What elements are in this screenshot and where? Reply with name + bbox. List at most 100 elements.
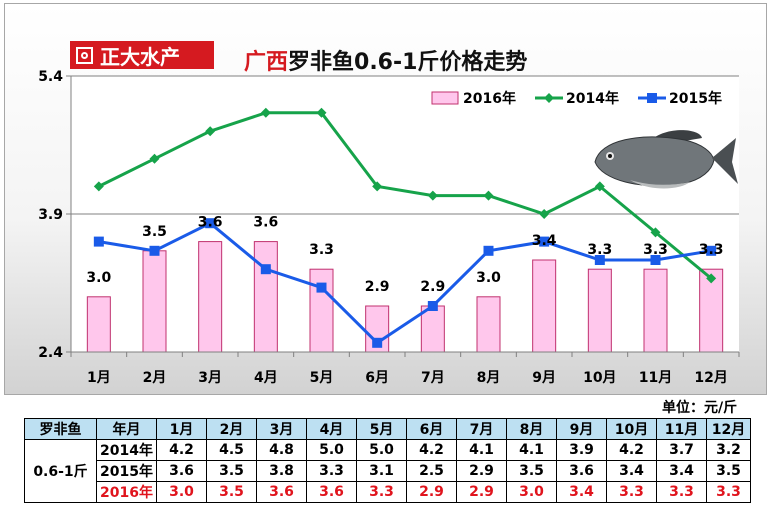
table-cell: 4.1 — [456, 439, 507, 461]
y-tick-label-2: 5.4 — [38, 69, 63, 85]
x-tick-label-10: 11月 — [639, 370, 672, 386]
point-2014-6 — [427, 190, 438, 201]
legend: 2016年 2014年 2015年 — [431, 90, 722, 107]
table-cell: 3.0 — [156, 481, 207, 503]
logo-square-circle-icon — [76, 46, 93, 64]
chart-title: 广西罗非鱼0.6-1斤价格走势 — [244, 44, 527, 76]
plot-area — [71, 75, 739, 353]
table-cell: 3.3 — [656, 481, 707, 503]
table-header-month-6: 7月 — [456, 418, 507, 440]
table-header-month-8: 9月 — [556, 418, 607, 440]
brand-logo: 正大水产 — [70, 41, 214, 69]
point-2015-0 — [93, 236, 104, 247]
y-tick-label-1: 3.9 — [38, 207, 63, 223]
bar-label-2016-10: 3.3 — [643, 242, 668, 258]
table-cell: 3.5 — [506, 460, 557, 482]
bar-label-2016-11: 3.3 — [699, 242, 724, 258]
table-row: 2016年 3.0 3.5 3.6 3.6 3.3 2.9 2.9 3.0 3.4 3.3 3.3 3.… — [25, 481, 751, 503]
bar-2016-3 — [253, 241, 278, 353]
legend-marker-2015 — [647, 93, 657, 103]
x-tick-label-8: 9月 — [532, 370, 556, 386]
x-tick-label-5: 6月 — [365, 370, 389, 386]
table-year-0: 2014年 — [96, 439, 157, 461]
chart-panel: 3.0 3.5 3.6 3.6 3.3 2.9 2.9 3.0 3.4 3.3 3.3 3.3 2.4… — [4, 3, 767, 395]
table-cell: 3.2 — [706, 439, 751, 461]
table-year-1: 2015年 — [96, 460, 157, 482]
point-2015-7 — [483, 245, 494, 256]
x-tick-label-3: 4月 — [254, 370, 278, 386]
point-2014-11 — [706, 273, 717, 284]
point-2015-1 — [149, 245, 160, 256]
point-2014-5 — [372, 181, 383, 192]
bar-label-2016-4: 3.3 — [309, 242, 334, 258]
table-header-month-1: 2月 — [206, 418, 257, 440]
point-2015-5 — [372, 337, 383, 348]
bar-label-2016-0: 3.0 — [86, 270, 111, 286]
point-2015-6 — [427, 301, 438, 311]
bar-2016-2 — [198, 241, 223, 353]
fish-pupil — [608, 154, 612, 158]
fish-belly — [630, 180, 690, 189]
table-year-2: 2016年 — [96, 481, 157, 503]
bar-2016-8 — [532, 259, 557, 353]
point-2014-3 — [260, 107, 271, 118]
table-row: 0.6-1斤 2014年 4.2 4.5 4.8 5.0 5.0 4.2 4.1 4.1 3.9 4.… — [24, 439, 751, 503]
table-cell: 3.3 — [356, 481, 407, 503]
bar-label-2016-3: 3.6 — [253, 215, 278, 231]
table-cell: 2.9 — [456, 460, 507, 482]
point-2015-8 — [539, 236, 550, 247]
x-tick-label-4: 5月 — [310, 370, 334, 386]
x-tick-label-0: 1月 — [87, 370, 111, 386]
price-chart: 3.0 3.5 3.6 3.6 3.3 2.9 2.9 3.0 3.4 3.3 3.3 3.3 2.4… — [38, 69, 740, 386]
point-2015-11 — [706, 245, 717, 256]
title-rest: 罗非鱼0.6-1斤价格走势 — [288, 50, 528, 75]
line-2015 — [98, 221, 712, 345]
bar-2016-10 — [643, 268, 668, 353]
unit-label: 单位：元/斤 — [662, 400, 738, 416]
table-cell: 4.2 — [606, 439, 657, 461]
x-tick-label-2: 3月 — [198, 370, 222, 386]
table-cell: 4.2 — [406, 439, 457, 461]
title-region: 广西 — [244, 50, 289, 75]
table-cell: 4.8 — [256, 439, 307, 461]
point-2015-4 — [316, 282, 327, 293]
point-2014-7 — [483, 190, 494, 201]
bar-2016-4 — [309, 268, 334, 353]
table-cell: 3.7 — [656, 439, 707, 461]
table-cell: 3.8 — [256, 460, 307, 482]
tilapia-fish-icon — [594, 130, 738, 189]
x-tick-label-9: 10月 — [583, 370, 616, 386]
price-table: 罗非鱼 年月 1月 2月 3月 4月 5月 6月 7月 8月 9月 10月 11月 12月 0.6-1斤 20… — [24, 418, 751, 503]
table-header-month-2: 3月 — [256, 418, 307, 440]
axes: 2.4 3.9 5.4 1月 2月 3月 4月 5月 6月 7月 8月 9月 10月 11月 12月 — [38, 69, 740, 386]
x-tick-label-11: 12月 — [694, 370, 727, 386]
table-cell: 4.2 — [156, 439, 207, 461]
table-row: 2015年 3.6 3.5 3.8 3.3 3.1 2.5 2.9 3.5 3.6 3.4 3.4 3.… — [25, 460, 751, 482]
table-cell: 2.5 — [406, 460, 457, 482]
point-2015-9 — [594, 255, 605, 265]
table-cell: 5.0 — [306, 439, 357, 461]
point-2015-2 — [205, 218, 216, 229]
bar-label-2016-1: 3.5 — [142, 224, 167, 240]
x-tick-label-1: 2月 — [143, 370, 167, 386]
table-cell: 3.1 — [356, 460, 407, 482]
bar-label-2016-9: 3.3 — [587, 242, 612, 258]
point-2014-9 — [594, 181, 605, 192]
table-header-month-4: 5月 — [356, 418, 407, 440]
fish-drawing — [594, 130, 738, 189]
bar-2016-1 — [142, 250, 167, 353]
table-header-month-11: 12月 — [706, 418, 751, 440]
table-cell: 3.3 — [606, 481, 657, 503]
line-2014 — [98, 111, 713, 280]
bar-label-2016-5: 2.9 — [365, 279, 390, 295]
table-cell: 3.0 — [506, 481, 557, 503]
legend-swatch-2016 — [431, 91, 459, 105]
point-2014-2 — [205, 126, 216, 137]
table-cell: 4.1 — [506, 439, 557, 461]
bar-label-2016-7: 3.0 — [476, 270, 501, 286]
table-header-month-3: 4月 — [306, 418, 357, 440]
table-header-month-0: 1月 — [156, 418, 207, 440]
point-2015-3 — [260, 264, 271, 275]
table-cell: 3.5 — [206, 481, 257, 503]
legend-label-2014: 2014年 — [566, 90, 619, 107]
